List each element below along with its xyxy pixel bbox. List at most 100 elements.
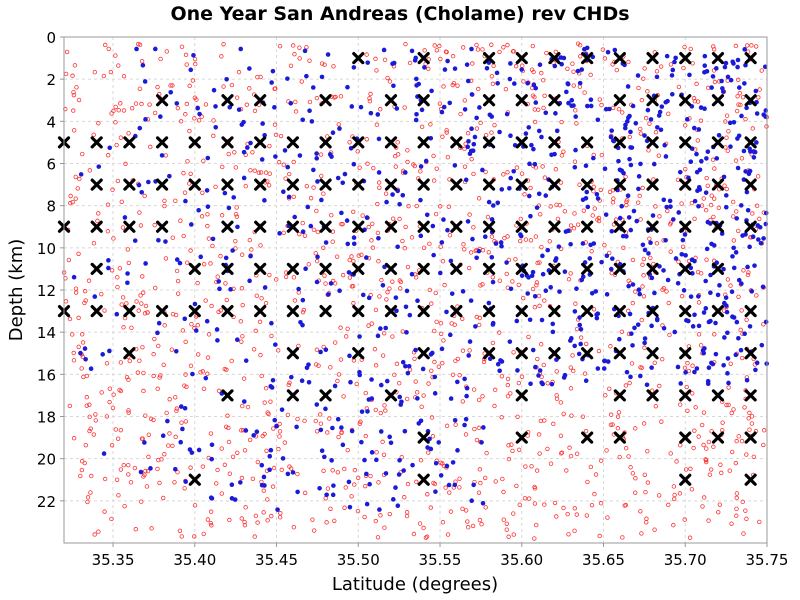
x-marker	[581, 431, 594, 444]
open-circle-point	[367, 98, 373, 104]
open-circle-point	[313, 418, 319, 424]
open-circle-point	[575, 222, 581, 227]
open-circle-point	[120, 295, 126, 300]
x-marker	[613, 431, 626, 444]
filled-dot-point	[433, 460, 439, 466]
open-circle-point	[690, 363, 695, 368]
open-circle-point	[226, 439, 232, 445]
open-circle-point	[259, 296, 264, 301]
open-circle-point	[411, 531, 417, 537]
x-marker	[319, 389, 332, 402]
open-circle-point	[313, 251, 318, 256]
filled-dot-point	[280, 456, 286, 461]
open-circle-point	[248, 168, 253, 173]
open-circle-point	[409, 235, 415, 240]
filled-dot-point	[167, 173, 172, 179]
x-marker	[744, 94, 757, 107]
open-circle-point	[143, 413, 148, 418]
filled-dot-point	[638, 161, 643, 167]
filled-dot-point	[270, 68, 276, 74]
filled-dot-point	[736, 277, 742, 283]
open-circle-point	[581, 208, 587, 213]
x-marker	[188, 136, 201, 149]
open-circle-point	[355, 508, 361, 514]
open-circle-point	[626, 59, 631, 65]
filled-dot-point	[583, 378, 589, 384]
open-circle-point	[107, 386, 113, 391]
filled-dot-point	[330, 425, 335, 431]
open-circle-point	[369, 321, 375, 326]
open-circle-point	[126, 377, 131, 382]
open-circle-point	[535, 356, 540, 362]
filled-dot-point	[763, 210, 769, 216]
open-circle-point	[392, 154, 398, 159]
open-circle-point	[397, 380, 402, 386]
filled-dot-point	[261, 474, 267, 480]
filled-dot-point	[327, 152, 333, 157]
open-circle-point	[242, 448, 248, 453]
filled-dot-point	[143, 117, 148, 122]
open-circle-point	[199, 214, 205, 219]
open-circle-point	[325, 134, 330, 139]
open-circle-point	[192, 503, 198, 508]
filled-dot-point	[533, 85, 539, 91]
open-circle-point	[447, 232, 453, 238]
open-circle-point	[139, 301, 144, 306]
x-marker	[286, 178, 299, 191]
open-circle-point	[114, 142, 119, 148]
open-circle-point	[611, 196, 616, 201]
filled-dot-point	[611, 138, 617, 144]
open-circle-point	[739, 438, 745, 444]
x-marker	[286, 389, 299, 402]
filled-dot-point	[309, 119, 315, 124]
filled-dot-point	[588, 97, 594, 103]
open-circle-point	[73, 196, 78, 201]
open-circle-point	[514, 165, 520, 170]
open-circle-point	[506, 443, 511, 448]
open-circle-point	[668, 249, 673, 254]
open-circle-point	[106, 46, 111, 52]
open-circle-point	[731, 199, 736, 205]
filled-dot-point	[730, 59, 735, 65]
open-circle-point	[733, 43, 739, 49]
filled-dot-point	[669, 91, 675, 97]
open-circle-point	[183, 419, 189, 424]
filled-dot-point	[683, 253, 688, 258]
open-circle-point	[192, 56, 198, 62]
open-circle-point	[589, 502, 595, 508]
open-circle-point	[163, 153, 168, 158]
open-circle-point	[87, 414, 92, 420]
x-marker	[646, 389, 659, 402]
open-circle-point	[405, 148, 410, 153]
filled-dot-point	[445, 58, 450, 64]
open-circle-point	[536, 293, 542, 299]
open-circle-point	[582, 90, 587, 95]
open-circle-point	[428, 122, 433, 127]
open-circle-point	[300, 309, 306, 315]
filled-dot-point	[588, 103, 594, 109]
open-circle-point	[172, 480, 177, 485]
open-circle-point	[304, 45, 309, 50]
filled-dot-point	[722, 335, 727, 340]
open-circle-point	[339, 430, 344, 436]
open-circle-point	[147, 102, 152, 107]
filled-dot-point	[452, 418, 458, 423]
filled-dot-point	[758, 240, 764, 246]
open-circle-point	[679, 201, 684, 206]
open-circle-point	[559, 153, 565, 158]
filled-dot-point	[628, 129, 633, 135]
open-circle-point	[173, 434, 178, 440]
filled-dot-point	[637, 291, 643, 297]
filled-dot-point	[726, 380, 731, 386]
x-marker	[319, 262, 332, 276]
open-circle-point	[467, 212, 472, 217]
open-circle-point	[103, 42, 108, 48]
filled-dot-point	[432, 391, 438, 396]
open-circle-point	[233, 165, 239, 170]
open-circle-point	[129, 325, 134, 331]
open-circle-point	[314, 429, 320, 434]
open-circle-point	[746, 270, 751, 275]
open-circle-point	[668, 451, 673, 456]
filled-dot-point	[236, 107, 242, 112]
open-circle-point	[442, 282, 447, 288]
